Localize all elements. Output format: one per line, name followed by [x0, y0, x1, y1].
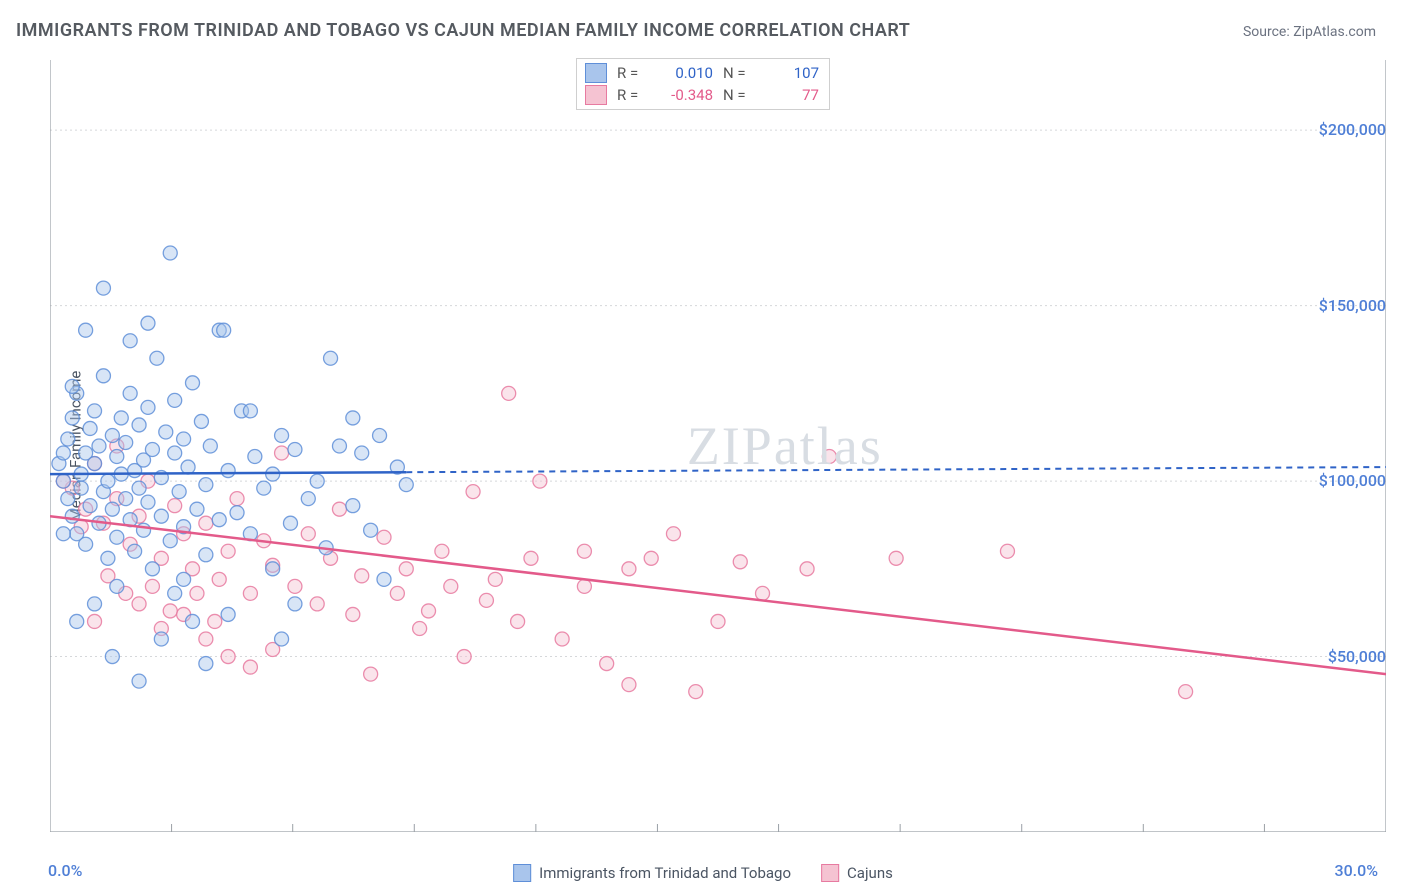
legend-label: Cajuns [847, 864, 893, 882]
stats-swatch [585, 63, 607, 83]
r-value: -0.348 [655, 86, 713, 104]
n-label: N = [723, 64, 751, 82]
n-value: 77 [761, 86, 819, 104]
stats-row: R = 0.010 N = 107 [585, 63, 819, 83]
scatter-svg [50, 60, 1386, 832]
legend-item: Immigrants from Trinidad and Tobago [513, 864, 791, 882]
legend-swatch [821, 864, 839, 882]
chart-plot-area: ZIPatlas [50, 60, 1386, 832]
source-label: Source: [1243, 24, 1290, 40]
x-axis-min-label: 0.0% [48, 861, 82, 880]
stats-swatch [585, 85, 607, 105]
r-label: R = [617, 64, 645, 82]
x-axis-max-label: 30.0% [1334, 861, 1378, 880]
n-label: N = [723, 86, 751, 104]
chart-title: IMMIGRANTS FROM TRINIDAD AND TOBAGO VS C… [16, 20, 910, 41]
r-value: 0.010 [655, 64, 713, 82]
n-value: 107 [761, 64, 819, 82]
stats-row: R = -0.348 N = 77 [585, 85, 819, 105]
r-label: R = [617, 86, 645, 104]
legend-swatch [513, 864, 531, 882]
legend-item: Cajuns [821, 864, 893, 882]
y-tick-label: $150,000 [1319, 296, 1386, 315]
correlation-stats-box: R = 0.010 N = 107 R = -0.348 N = 77 [576, 58, 830, 110]
y-tick-label: $50,000 [1328, 647, 1386, 666]
y-tick-label: $200,000 [1319, 120, 1386, 139]
legend-label: Immigrants from Trinidad and Tobago [539, 864, 791, 882]
y-tick-label: $100,000 [1319, 471, 1386, 490]
source-attribution: Source: ZipAtlas.com [1243, 24, 1376, 40]
series-legend: Immigrants from Trinidad and Tobago Cajun… [513, 864, 893, 882]
source-link[interactable]: ZipAtlas.com [1293, 24, 1376, 40]
